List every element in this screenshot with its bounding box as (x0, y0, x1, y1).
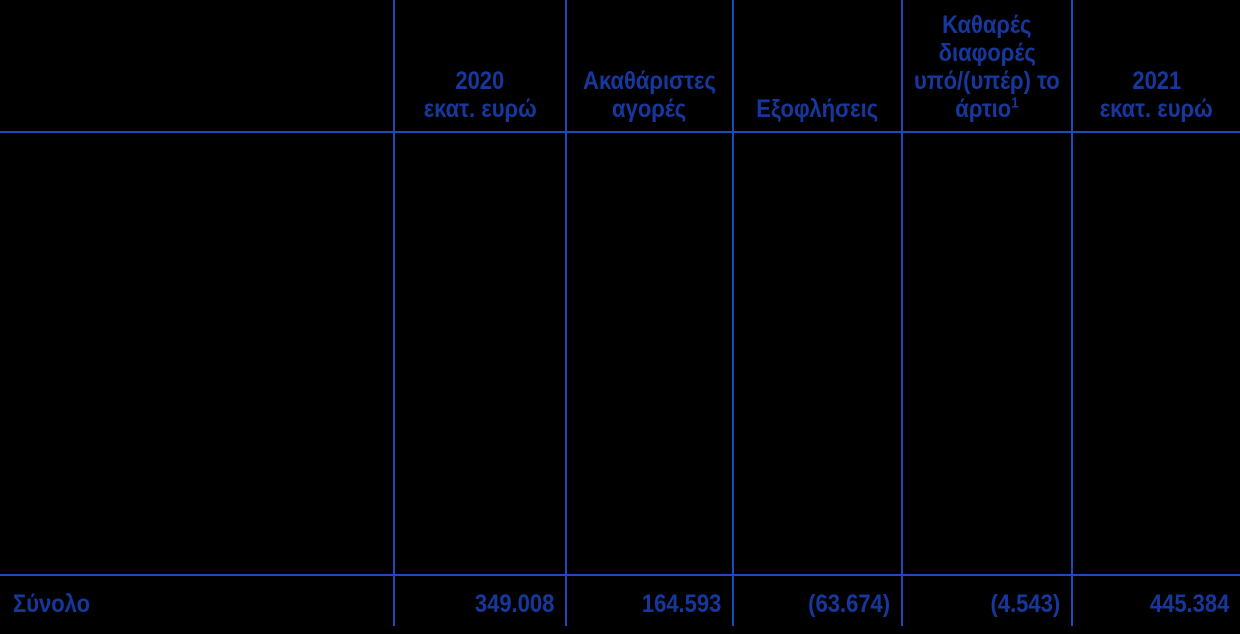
header-2020-line1: 2020 (455, 67, 505, 95)
header-gross-purchases-line2: αγορές (612, 95, 687, 123)
total-value-2021: 445.384 (1073, 576, 1240, 632)
header-net-differences-line1: Καθαρές (942, 11, 1032, 39)
header-divider (0, 131, 1240, 133)
total-value-redemptions: (63.674) (734, 576, 901, 632)
total-row-label: Σύνολο (0, 576, 393, 632)
header-2021-line1: 2021 (1132, 67, 1181, 95)
header-2021: 2021 εκατ. ευρώ (1073, 0, 1240, 131)
total-value-gross-purchases-text: 164.593 (641, 589, 721, 618)
total-row-divider (0, 574, 1240, 576)
header-net-differences-line3: υπό/(υπέρ) το (914, 67, 1060, 95)
column-divider-3 (732, 0, 734, 626)
column-divider-2 (565, 0, 567, 626)
header-2020-line2: εκατ. ευρώ (423, 95, 537, 123)
total-value-2020-text: 349.008 (474, 589, 554, 618)
column-divider-5 (1071, 0, 1073, 626)
header-net-differences-line2: διαφορές (938, 39, 1036, 67)
header-gross-purchases-line1: Ακαθάριστες (583, 67, 716, 95)
total-value-net-differences-text: (4.543) (990, 589, 1060, 618)
header-2021-line2: εκατ. ευρώ (1100, 95, 1213, 123)
total-value-net-differences: (4.543) (903, 576, 1071, 632)
header-net-differences-word: άρτιο (955, 95, 1012, 123)
header-redemptions-line1: Εξοφλήσεις (756, 95, 879, 123)
header-gross-purchases: Ακαθάριστες αγορές (567, 0, 732, 131)
header-2020: 2020 εκατ. ευρώ (395, 0, 565, 131)
header-net-differences: Καθαρές διαφορές υπό/(υπέρ) το άρτιο1 (903, 0, 1071, 131)
total-label-text: Σύνολο (13, 589, 91, 618)
column-divider-1 (393, 0, 395, 626)
total-value-redemptions-text: (63.674) (808, 589, 890, 618)
total-value-2021-text: 445.384 (1149, 589, 1229, 618)
column-divider-4 (901, 0, 903, 626)
footnote-marker: 1 (1011, 94, 1019, 112)
total-value-gross-purchases: 164.593 (567, 576, 732, 632)
header-redemptions: Εξοφλήσεις (734, 0, 901, 131)
header-net-differences-line4: άρτιο1 (955, 95, 1018, 123)
total-value-2020: 349.008 (395, 576, 565, 632)
